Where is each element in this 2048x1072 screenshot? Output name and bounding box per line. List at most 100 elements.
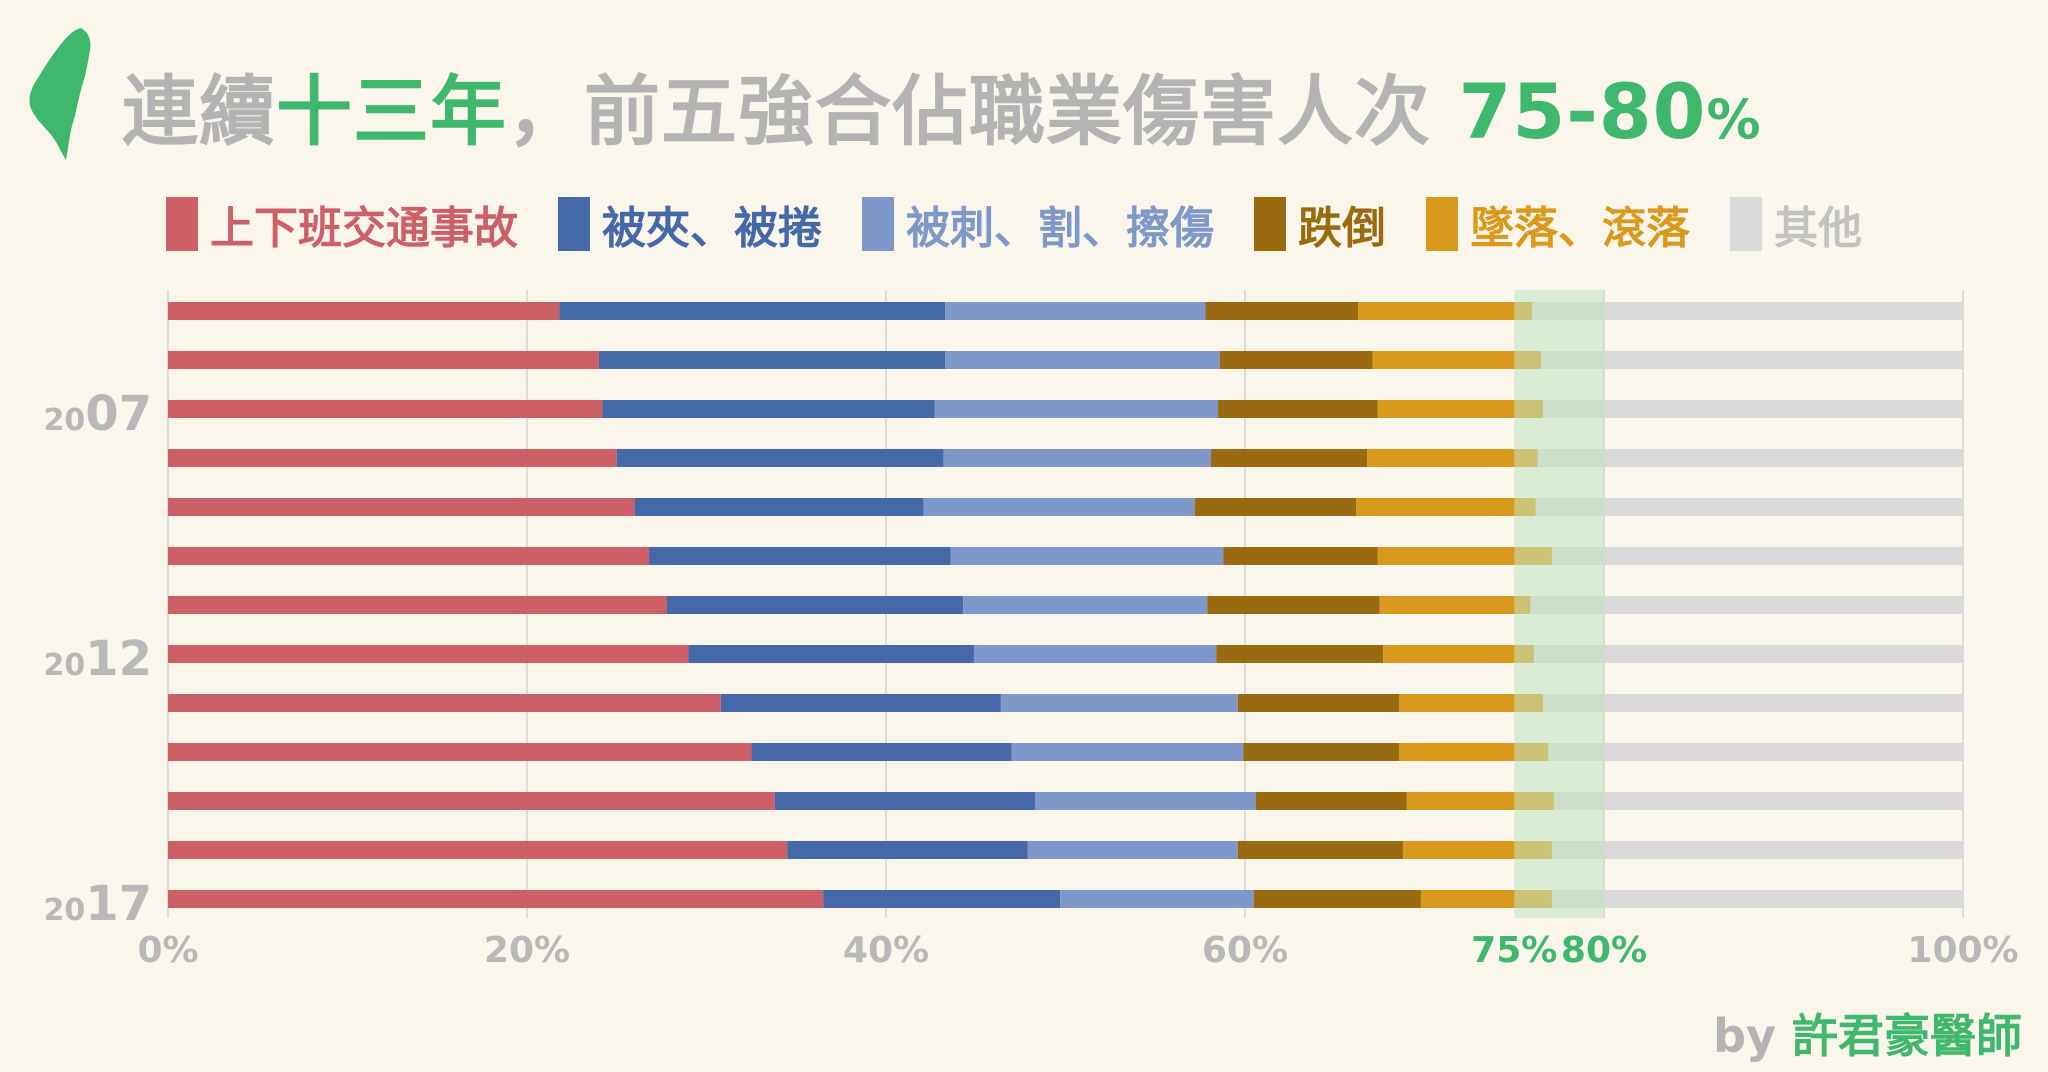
bar-segment xyxy=(168,400,603,418)
legend-label: 墜落、滾落 xyxy=(1470,203,1690,254)
bar-segment xyxy=(168,449,617,467)
y-tick-label: 2012 xyxy=(43,631,152,687)
bar-segment xyxy=(688,645,974,663)
bar-segment xyxy=(602,400,935,418)
bar-segment xyxy=(1237,841,1403,859)
credit: by 許君豪醫師 xyxy=(1713,1000,2022,1066)
bar-segment xyxy=(945,302,1206,320)
bar-segment xyxy=(1358,302,1533,320)
bar-segment xyxy=(1255,792,1407,810)
bar-segment xyxy=(720,694,1001,712)
x-tick-label: 60% xyxy=(1202,930,1288,971)
x-tick-label: 0% xyxy=(137,930,198,971)
legend-swatch xyxy=(862,197,894,251)
bar-segment xyxy=(1551,841,1963,859)
y-tick-label: 2017 xyxy=(43,876,152,932)
bar-segment xyxy=(934,400,1219,418)
bar-segment xyxy=(1210,449,1368,467)
x-tick-label: 40% xyxy=(843,930,929,971)
bar-segment xyxy=(1548,743,1963,761)
bar-segment xyxy=(168,596,668,614)
highlight-band xyxy=(1514,290,1604,918)
legend-label: 被夾、被捲 xyxy=(602,203,822,254)
bar-segment xyxy=(1530,596,1963,614)
bar-segment xyxy=(1000,694,1238,712)
bar-segment xyxy=(1207,596,1380,614)
legend-item: 被夾、被捲 xyxy=(558,192,822,256)
legend-label: 其他 xyxy=(1774,203,1862,254)
bar-segment xyxy=(168,302,560,320)
bar-segment xyxy=(168,841,788,859)
year-prefix: 20 xyxy=(43,893,85,928)
legend-item: 上下班交通事故 xyxy=(166,192,518,256)
bar-segment xyxy=(168,890,824,908)
bar-segment xyxy=(1537,449,1963,467)
x-tick-label: 75% xyxy=(1471,930,1557,971)
year-suffix: 12 xyxy=(85,631,152,687)
bar-segment xyxy=(1535,498,1963,516)
legend-swatch xyxy=(1254,197,1286,251)
legend-label: 跌倒 xyxy=(1298,203,1386,254)
year-suffix: 17 xyxy=(85,876,152,932)
bar-segment xyxy=(168,694,721,712)
bar-segment xyxy=(1253,890,1421,908)
bar-segment xyxy=(1553,792,1963,810)
bar-segment xyxy=(1399,694,1543,712)
bar-segment xyxy=(168,792,775,810)
legend-item: 其他 xyxy=(1730,192,1862,256)
legend-swatch xyxy=(1426,197,1458,251)
legend-label: 上下班交通事故 xyxy=(210,203,518,254)
bar-segment xyxy=(950,547,1224,565)
bar-segment xyxy=(1034,792,1256,810)
title-text-1: 連續 xyxy=(122,67,276,156)
taiwan-map-icon xyxy=(29,28,91,160)
bar-segment xyxy=(1243,743,1400,761)
bar-segment xyxy=(943,449,1211,467)
legend-swatch xyxy=(166,197,198,251)
legend-item: 跌倒 xyxy=(1254,192,1386,256)
legend-item: 被刺、割、擦傷 xyxy=(862,192,1214,256)
bar-segment xyxy=(1011,743,1244,761)
bar-segment xyxy=(1237,694,1400,712)
x-tick-label: 100% xyxy=(1907,930,2018,971)
bar-segment xyxy=(1218,400,1378,418)
bar-segment xyxy=(787,841,1028,859)
bar-segment xyxy=(1533,645,1963,663)
bar-segment xyxy=(559,302,946,320)
year-suffix: 07 xyxy=(85,386,152,442)
bar-segment xyxy=(1367,449,1538,467)
bar-segment xyxy=(1542,694,1963,712)
bar-segment xyxy=(751,743,1012,761)
bar-segment xyxy=(168,498,635,516)
bar-segment xyxy=(598,351,946,369)
bar-segment xyxy=(168,547,650,565)
x-tick-label: 20% xyxy=(484,930,570,971)
bar-segment xyxy=(973,645,1217,663)
title-highlight: 十三年 xyxy=(276,67,507,156)
chart-title: 連續十三年，前五強合佔職業傷害人次 75-80% xyxy=(122,50,1762,160)
legend-item: 墜落、滾落 xyxy=(1426,192,1690,256)
bar-segment xyxy=(1383,645,1534,663)
bar-segment xyxy=(1219,351,1373,369)
bar-segment xyxy=(168,351,599,369)
bar-segment xyxy=(1532,302,1963,320)
bar-segment xyxy=(667,596,964,614)
bar-segment xyxy=(1216,645,1384,663)
bar-segment xyxy=(1194,498,1357,516)
bar-segment xyxy=(1223,547,1378,565)
bar-segment xyxy=(1205,302,1359,320)
bar-segment xyxy=(1399,743,1549,761)
title-range: 75-80 xyxy=(1458,67,1707,156)
bar-segment xyxy=(823,890,1061,908)
bar-segment xyxy=(634,498,924,516)
bar-segment xyxy=(168,743,752,761)
bar-segment xyxy=(774,792,1035,810)
bar-segment xyxy=(1542,400,1963,418)
bar-segment xyxy=(168,645,689,663)
bar-segment xyxy=(1551,890,1963,908)
bar-segment xyxy=(945,351,1220,369)
y-tick-label: 2007 xyxy=(43,386,152,442)
bar-segment xyxy=(923,498,1195,516)
bar-segment xyxy=(1356,498,1536,516)
